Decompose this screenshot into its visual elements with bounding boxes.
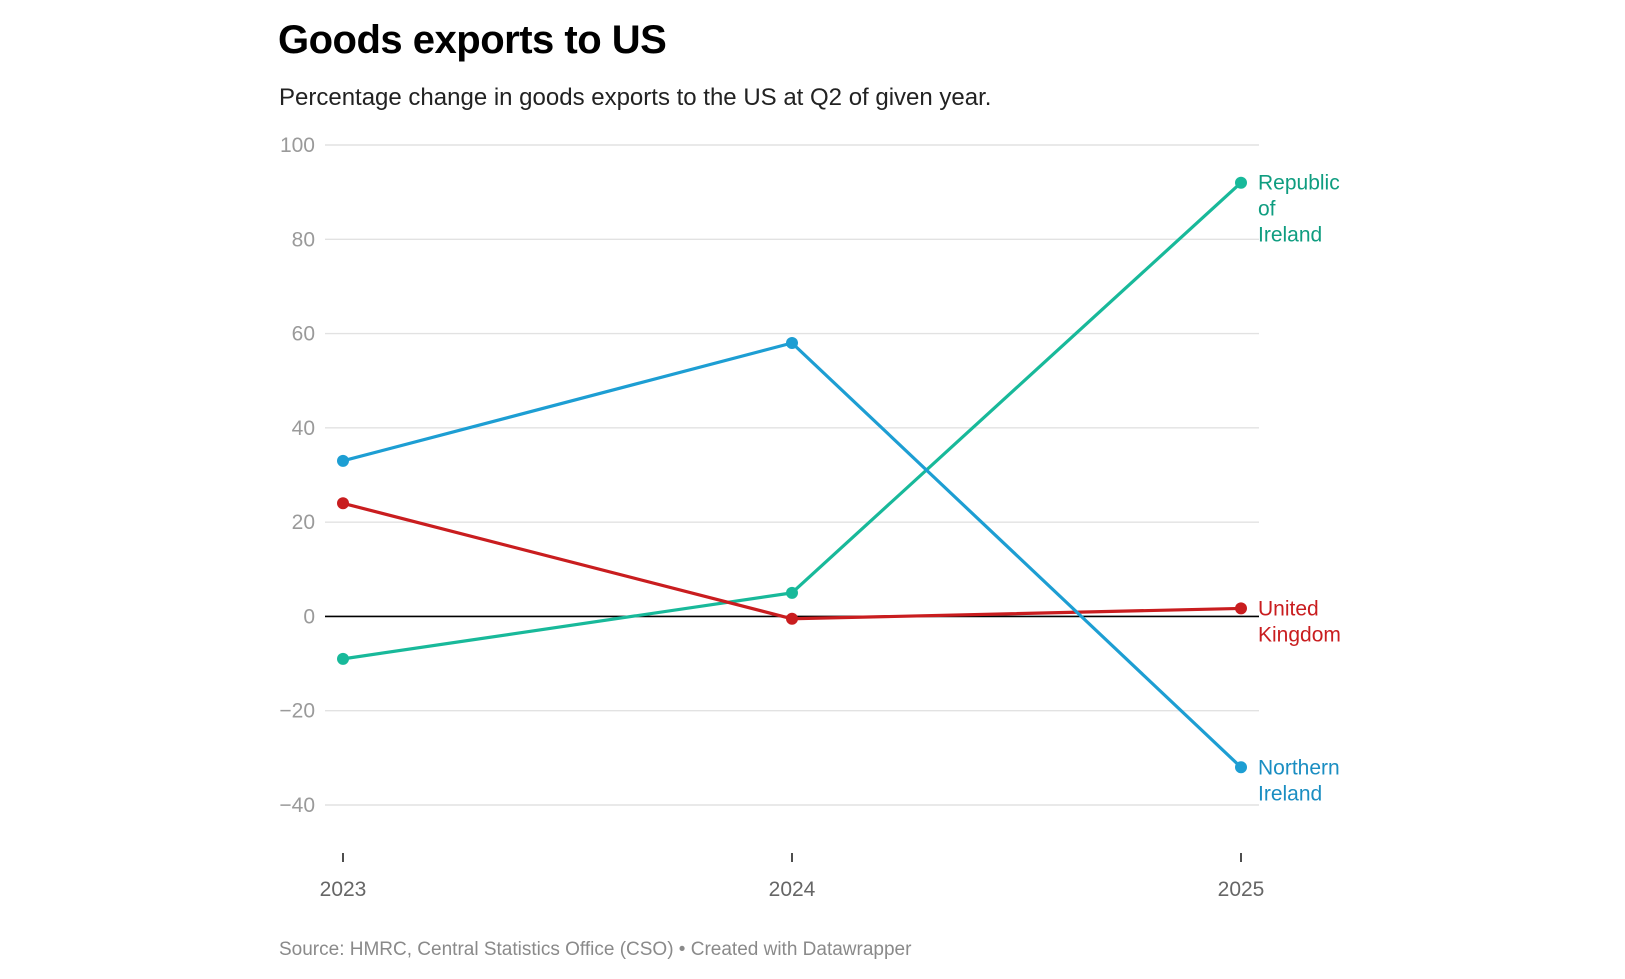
x-axis: 2023 2024 2025	[320, 853, 1265, 901]
series-label-northern-ireland: Northern Ireland	[1258, 756, 1340, 805]
series-labels: Republic of Ireland United Kingdom Northern Ir…	[1258, 172, 1341, 806]
data-point-united-kingdom	[786, 612, 798, 625]
y-tick-label: 60	[292, 323, 315, 346]
chart-title: Goods exports to US	[278, 18, 667, 62]
data-point-united-kingdom	[1235, 602, 1247, 615]
series-line-northern-ireland	[341, 341, 1243, 769]
series-line-united-kingdom	[341, 501, 1243, 621]
chart-subtitle: Percentage change in goods exports to th…	[279, 84, 992, 111]
data-point-republic-of-ireland	[337, 652, 349, 665]
data-point-united-kingdom	[337, 497, 349, 510]
data-point-northern-ireland	[337, 454, 349, 467]
data-point-northern-ireland	[1235, 761, 1247, 774]
data-point-republic-of-ireland	[786, 586, 798, 599]
y-tick-label: −20	[279, 700, 315, 723]
y-tick-label: 80	[292, 228, 315, 251]
x-tick-label: 2025	[1218, 878, 1265, 901]
y-tick-label: 40	[292, 417, 315, 440]
gridlines	[325, 144, 1259, 806]
series-label-republic-of-ireland: Republic of Ireland	[1258, 172, 1340, 247]
x-tick-label: 2023	[320, 878, 367, 901]
x-tick-label: 2024	[769, 878, 816, 901]
y-tick-label: −40	[279, 794, 315, 817]
source-note: Source: HMRC, Central Statistics Office …	[279, 939, 912, 960]
y-tick-label: 100	[280, 134, 315, 157]
series-points	[337, 176, 1247, 774]
series-label-united-kingdom: United Kingdom	[1258, 597, 1341, 646]
data-point-northern-ireland	[786, 337, 798, 349]
series-lines	[341, 181, 1243, 769]
y-axis: 100 80 60 40 20 0 −20 −40	[279, 134, 315, 817]
data-point-republic-of-ireland	[1235, 176, 1247, 189]
y-tick-label: 20	[292, 511, 315, 534]
y-tick-label: 0	[303, 605, 315, 628]
